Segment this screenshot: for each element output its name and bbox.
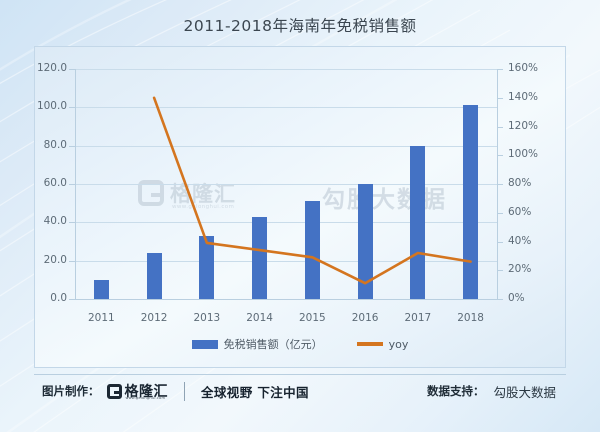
footer-bar: 图片制作： 格隆汇 www.gelonghui.com 全球视野 下注中国 数据… [34,374,566,408]
footer-separator [184,381,185,401]
legend-bar-label: 免税销售额（亿元） [223,338,323,351]
legend-bar-swatch-icon [191,339,218,349]
legend-line-swatch-icon [356,342,383,346]
gelonghui-brand-name: 格隆汇 [124,384,168,400]
watermark-g-icon [138,180,164,206]
chart-legend: 免税销售额（亿元） yoy [0,336,600,352]
data-support-label: 数据支持： [426,384,485,398]
footer-slogan: 全球视野 下注中国 [201,384,309,400]
watermark-gougu: 勾股大数据 [322,187,447,213]
gelonghui-logo: 格隆汇 www.gelonghui.com [106,381,169,401]
watermark-gelonghui: 格隆汇 www.gelonghui.com [138,178,236,210]
gelonghui-brand-url: www.gelonghui.com [125,396,166,400]
data-support-value: 勾股大数据 [493,384,556,400]
footer-right-group: 数据支持： 勾股大数据 [427,382,566,401]
legend-line-label: yoy [388,337,409,351]
gelonghui-g-icon [106,383,122,399]
chart-card [34,46,566,368]
page-title: 2011-2018年海南年免税销售额 [183,17,417,35]
footer-left-group: 图片制作： 格隆汇 www.gelonghui.com 全球视野 下注中国 [34,381,309,401]
maker-label: 图片制作： [42,384,100,398]
watermark-gelonghui-url: www.gelonghui.com [172,204,235,210]
footer-divider [34,374,566,375]
legend-item-bar: 免税销售额（亿元） [191,336,323,352]
legend-item-line: yoy [356,337,409,351]
